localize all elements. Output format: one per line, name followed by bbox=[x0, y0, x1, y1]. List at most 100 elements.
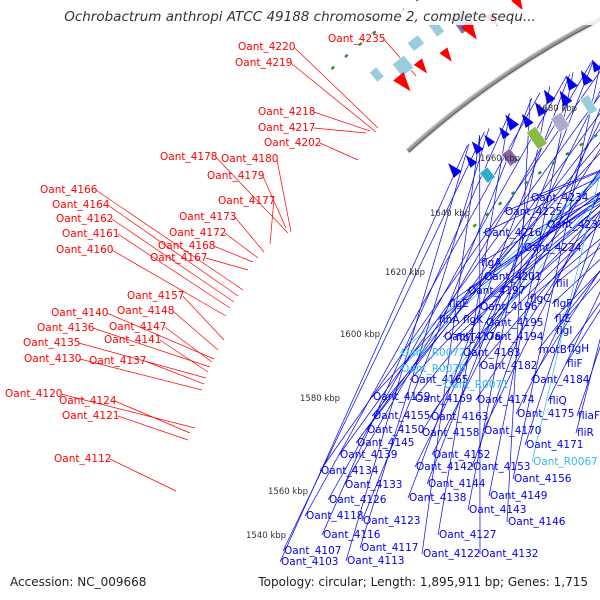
leader-line bbox=[420, 148, 600, 434]
leader-line bbox=[279, 144, 468, 563]
leader-line bbox=[530, 269, 600, 381]
gene-label: Oant_4178 bbox=[160, 151, 217, 163]
gene-label: Oant_4141 bbox=[104, 334, 161, 346]
leader-line bbox=[215, 156, 289, 234]
leader-line bbox=[213, 245, 254, 263]
gene-label: Oant_4174 bbox=[477, 394, 535, 406]
leader-line bbox=[413, 171, 600, 400]
leader-line bbox=[512, 63, 600, 480]
gene-label: Oant_4165 bbox=[411, 374, 468, 386]
leader-line bbox=[114, 400, 191, 434]
reverse-gene-arrow bbox=[580, 70, 593, 86]
gene-label: Oant_4124 bbox=[59, 395, 117, 407]
gene-label: Oant_4175 bbox=[517, 408, 574, 420]
leader-line bbox=[107, 204, 239, 297]
leader-line bbox=[182, 295, 225, 341]
leader-line bbox=[488, 72, 574, 497]
leader-line bbox=[355, 112, 600, 444]
gene-label: Oant_R0067 bbox=[533, 456, 598, 468]
ruler-ticks: 1540 kbp 1560 kbp 1580 kbp 1600 kbp 1620 kbp… bbox=[246, 104, 577, 541]
gene-label: Oant_R0070 bbox=[401, 363, 466, 375]
gene-label: Oant_4167 bbox=[150, 252, 207, 264]
gene-label: Oant_4122 bbox=[423, 548, 480, 560]
leader-line bbox=[447, 193, 600, 305]
leader-line bbox=[95, 189, 244, 291]
gene-label: Oant_4177 bbox=[218, 195, 275, 207]
leader-line bbox=[144, 360, 205, 385]
genome-summary-text: Topology: circular; Length: 1,895,911 bp… bbox=[256, 575, 590, 589]
gene-label: fliaF bbox=[578, 410, 600, 422]
leader-line bbox=[437, 192, 600, 321]
gene-label: Oant_4153 bbox=[473, 461, 530, 473]
leader-line bbox=[106, 312, 215, 360]
leader-line bbox=[484, 223, 600, 338]
leader-line bbox=[290, 62, 377, 133]
gene-label: Oant_4183 bbox=[463, 347, 520, 359]
leader-line bbox=[111, 218, 235, 303]
gene-label: Oant_4135 bbox=[23, 337, 80, 349]
accession-text: Accession: NC_009668 bbox=[8, 575, 149, 589]
gc-marker bbox=[485, 212, 490, 217]
leader-line bbox=[467, 86, 551, 511]
leader-line bbox=[313, 127, 367, 134]
gene-label: Oant_4169 bbox=[415, 393, 472, 405]
forward-gene-arrow bbox=[511, 0, 523, 11]
leader-line bbox=[466, 198, 600, 292]
gene-label: Oant_4144 bbox=[428, 478, 486, 490]
gene-label: Oant_4172 bbox=[169, 227, 226, 239]
leader-line bbox=[269, 200, 275, 245]
leader-line bbox=[399, 176, 600, 354]
gene-label: Oant_4156 bbox=[514, 473, 572, 485]
leader-line bbox=[414, 90, 600, 468]
leader-line bbox=[471, 107, 600, 468]
reverse-gene-arrow bbox=[484, 134, 496, 148]
leader-line bbox=[343, 61, 593, 486]
reverse-gene-arrow bbox=[591, 59, 600, 73]
gene-label: Oant_4150 bbox=[367, 424, 424, 436]
leader-line bbox=[327, 76, 567, 501]
gene-label: Oant_4140 bbox=[51, 307, 108, 319]
gene-label: flbT bbox=[456, 332, 476, 344]
gene-label: Oant_4143 bbox=[469, 504, 526, 516]
gene-box bbox=[579, 94, 598, 116]
gene-label: Oant_4182 bbox=[480, 360, 537, 372]
gene-label: Oant_4121 bbox=[62, 410, 119, 422]
gene-label: Oant_4161 bbox=[62, 228, 119, 240]
leader-line bbox=[111, 249, 227, 317]
gene-box bbox=[391, 54, 415, 78]
leader-line bbox=[345, 143, 470, 562]
leader-line bbox=[164, 326, 213, 363]
gc-marker bbox=[344, 53, 349, 58]
ruler-tick-label: 1680 kbp bbox=[537, 104, 577, 114]
gene-label: Oant_4224 bbox=[524, 242, 582, 254]
ruler-tick-label: 1560 kbp bbox=[268, 487, 308, 497]
gene-label: Oant_4163 bbox=[431, 411, 488, 423]
gene-label: Oant_4152 bbox=[433, 449, 490, 461]
gene-label: Oant_4196 bbox=[480, 301, 538, 313]
leader-line bbox=[442, 197, 600, 338]
reverse-gene-arrow bbox=[448, 163, 462, 178]
leader-line bbox=[78, 342, 207, 379]
forward-gene-arrow bbox=[413, 58, 428, 74]
leader-line bbox=[421, 135, 481, 555]
gc-marker bbox=[593, 133, 598, 138]
gc-marker bbox=[524, 180, 529, 185]
gene-label: Oant_4170 bbox=[484, 425, 541, 437]
leader-line bbox=[224, 232, 259, 259]
gc-marker bbox=[330, 65, 335, 70]
leader-line bbox=[528, 238, 600, 300]
gene-label: Oant_4184 bbox=[532, 374, 590, 386]
gene-label: Oant_4220 bbox=[238, 41, 295, 53]
backbone-layer bbox=[405, 15, 600, 154]
leader-line bbox=[365, 128, 600, 431]
leader-line bbox=[359, 128, 490, 549]
gene-label: Oant_4166 bbox=[40, 184, 98, 196]
leader-lines bbox=[60, 38, 600, 563]
gene-label: Oant_4133 bbox=[345, 479, 402, 491]
gene-label: flgE bbox=[449, 298, 469, 310]
gene-label: Oant_4233 bbox=[547, 219, 600, 231]
ruler-tick-label: 1600 kbp bbox=[340, 330, 380, 340]
reverse-gene-arrow bbox=[534, 102, 548, 117]
gene-label: Oant_4132 bbox=[481, 548, 538, 560]
